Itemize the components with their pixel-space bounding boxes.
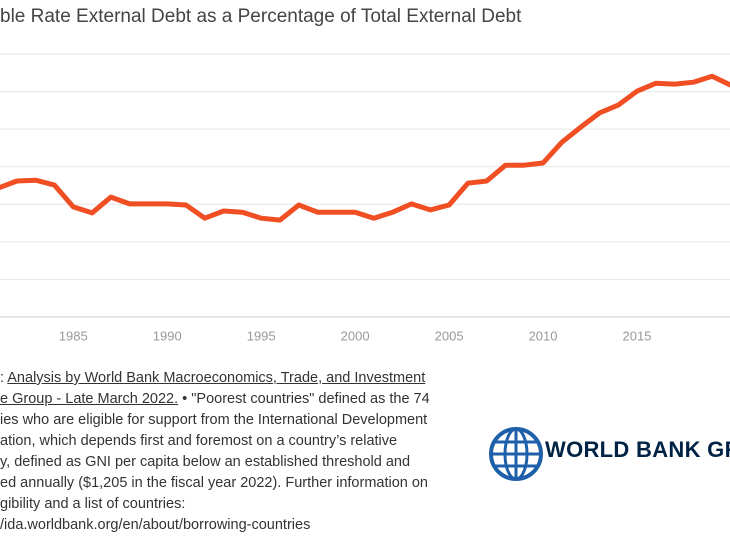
- source-text: y, defined as GNI per capita below an es…: [0, 454, 411, 470]
- source-text: gibility and a list of countries:: [0, 496, 186, 512]
- source-text: ation, which depends first and foremost …: [0, 433, 398, 449]
- source-link[interactable]: e Group - Late March 2022.: [0, 391, 179, 407]
- source-text: • "Poorest countries" defined as the 74: [178, 391, 430, 407]
- x-tick-label: 2010: [529, 328, 558, 343]
- x-tick-label: 1985: [59, 328, 88, 343]
- source-line: : Analysis by World Bank Macroeconomics,…: [0, 368, 480, 389]
- source-link[interactable]: Analysis by World Bank Macroeconomics, T…: [7, 370, 426, 386]
- logo-globe: [489, 427, 543, 481]
- source-line: ation, which depends first and foremost …: [0, 431, 480, 452]
- source-line: /ida.worldbank.org/en/about/borrowing-co…: [0, 515, 480, 536]
- chart-title: ble Rate External Debt as a Percentage o…: [0, 6, 522, 27]
- source-line: gibility and a list of countries:: [0, 494, 480, 515]
- x-tick-label: 1990: [153, 328, 182, 343]
- source-text: ies who are eligible for support from th…: [0, 412, 428, 428]
- x-tick-label: 1995: [247, 328, 276, 343]
- logo-text: WORLD BANK GROU: [545, 437, 730, 462]
- x-tick-label: 2015: [623, 328, 652, 343]
- source-line: y, defined as GNI per capita below an es…: [0, 452, 480, 473]
- source-line: e Group - Late March 2022. • "Poorest co…: [0, 389, 480, 410]
- source-line: ies who are eligible for support from th…: [0, 410, 480, 431]
- source-text: ed annually ($1,205 in the fiscal year 2…: [0, 475, 428, 491]
- source-text: /ida.worldbank.org/en/about/borrowing-co…: [0, 517, 311, 533]
- series-line: [0, 73, 730, 223]
- source-text: :: [0, 370, 8, 386]
- x-tick-label: 2005: [435, 328, 464, 343]
- source-note: : Analysis by World Bank Macroeconomics,…: [0, 368, 480, 536]
- x-tick-label: 2000: [341, 328, 370, 343]
- source-line: ed annually ($1,205 in the fiscal year 2…: [0, 473, 480, 494]
- chart: ble Rate External Debt as a Percentage o…: [0, 6, 730, 343]
